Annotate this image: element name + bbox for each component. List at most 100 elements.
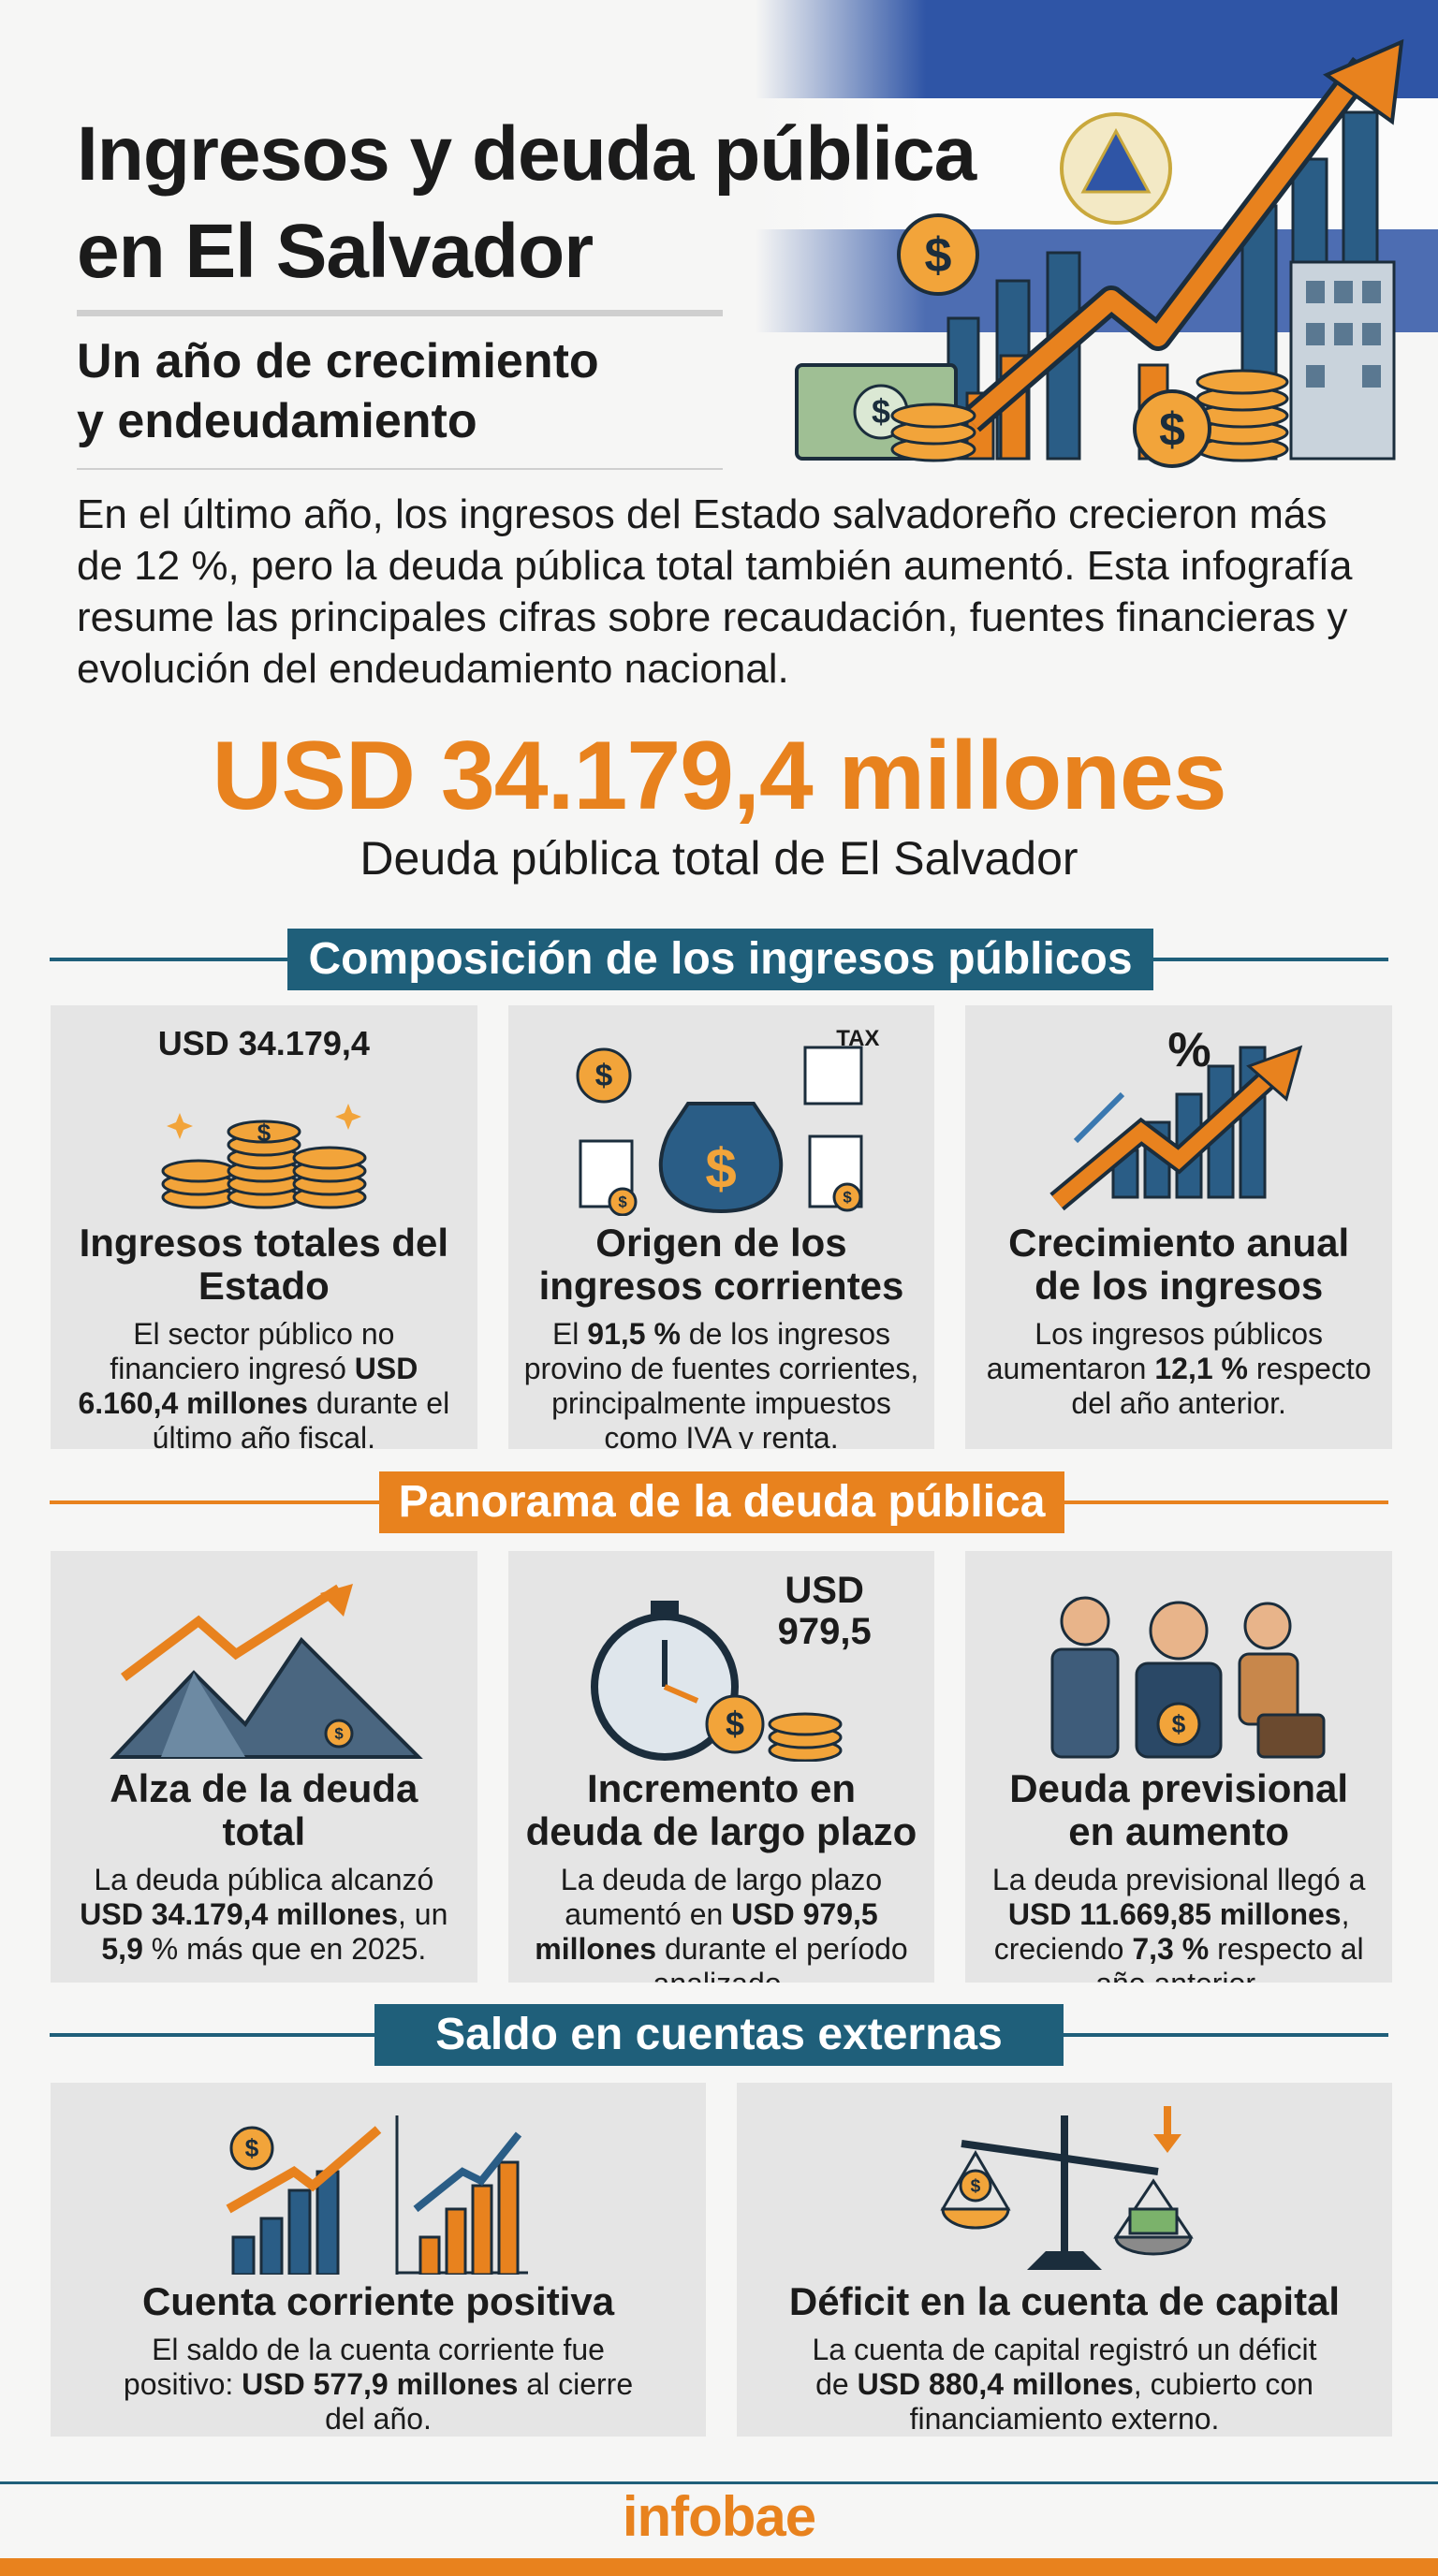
card: $ USD 979,5 Incremento en deuda de largo p…: [507, 1551, 935, 1983]
text: respecto al año anterior.: [1095, 1932, 1364, 1983]
text: , un: [398, 1897, 448, 1931]
svg-text:$: $: [619, 1193, 628, 1211]
card-title: Alza de la deuda total: [110, 1766, 418, 1853]
icon: $ $ $ $: [576, 1046, 863, 1216]
icon: $: [1050, 1596, 1326, 1759]
card-body: El saldo de la cuenta corriente fue posi…: [107, 2333, 650, 2437]
card-title: Cuenta corriente positiva: [141, 2279, 615, 2323]
text: El saldo de la cuenta corriente fue posi…: [123, 2333, 605, 2401]
icon: $: [940, 2106, 1194, 2270]
footer-bar: [0, 2558, 1438, 2576]
card-icon: $: [752, 2083, 1377, 2275]
icon: $: [591, 1601, 843, 1762]
card: % Crecimiento anual de los ingresos Los in…: [965, 1005, 1392, 1449]
text: durante el último año fiscal.: [152, 1386, 450, 1449]
title: Ingresos y deuda pública: [77, 111, 976, 197]
svg-text:$: $: [872, 392, 890, 431]
text: al cierre del año.: [325, 2367, 634, 2436]
card-icon: $: [66, 1551, 462, 1762]
svg-text:$: $: [971, 2176, 981, 2196]
text: La deuda de largo plazo aumentó en: [560, 1863, 883, 1931]
card-body: La deuda de largo plazo aumentó en USD 9…: [523, 1863, 920, 1983]
text: % más que en 2025.: [142, 1932, 427, 1966]
card: $ USD 34.179,4 Ingresos totales del Estado…: [51, 1005, 477, 1449]
card-title: Incremento en deuda de largo plazo: [525, 1766, 917, 1853]
card-body: La deuda previsional llegó a USD 11.669,…: [980, 1863, 1377, 1983]
card: $ $ $ $ TAX Origen de los ingresos corrientes…: [507, 1005, 935, 1449]
text: , creciendo: [993, 1897, 1350, 1966]
card: $ Alza de la deuda total La deuda pública …: [51, 1551, 477, 1983]
svg-text:$: $: [595, 1059, 613, 1093]
card-title: Crecimiento anual de los ingresos: [1008, 1221, 1350, 1308]
emphasis: USD 34.179,4 millones: [80, 1897, 398, 1931]
emphasis: 91,5 %: [587, 1317, 681, 1351]
text: El: [551, 1317, 588, 1351]
card-body: La cuenta de capital registró un déficit…: [793, 2333, 1336, 2437]
svg-text:$: $: [925, 228, 952, 283]
text: durante el período analizado.: [653, 1932, 908, 1983]
emphasis: 5,9: [101, 1932, 143, 1966]
emphasis: USD 979,5 millones: [535, 1897, 878, 1966]
card-title: Ingresos totales del Estado: [79, 1221, 449, 1308]
card-body: Los ingresos públicos aumentaron 12,1 % …: [980, 1317, 1377, 1421]
text: , cubierto con financiamiento externo.: [909, 2367, 1313, 2436]
section-title: Composición de los ingresos públicos: [287, 929, 1153, 990]
card-body: El 91,5 % de los ingresos provino de fue…: [523, 1317, 920, 1449]
card-icon: %: [980, 1005, 1377, 1216]
brand: infobae: [622, 2485, 816, 2548]
text: Los ingresos públicos aumentaron: [986, 1317, 1324, 1385]
emphasis: USD 6.160,4 millones: [78, 1352, 418, 1420]
icon: $: [161, 1104, 367, 1209]
svg-text:$: $: [245, 2134, 259, 2162]
card-body: El sector público no financiero ingresó …: [66, 1317, 462, 1449]
emphasis: 7,3 %: [1132, 1932, 1210, 1966]
section-title: Saldo en cuentas externas: [374, 2004, 1064, 2066]
icon: [1049, 1045, 1303, 1211]
icon: $: [226, 2115, 528, 2275]
card: $ Cuenta corriente positiva El saldo de la…: [51, 2083, 706, 2437]
card-icon: $: [980, 1551, 1377, 1762]
footer-rule: [0, 2481, 1438, 2484]
text: La deuda previsional llegó a: [991, 1863, 1366, 1896]
card: $ Déficit en la cuenta de capital La cuent…: [737, 2083, 1392, 2437]
text: respecto del año anterior.: [1071, 1352, 1372, 1420]
icon-label: %: [1167, 1023, 1211, 1077]
svg-text:$: $: [706, 1137, 737, 1200]
card-title: Deuda previsional en aumento: [1009, 1766, 1349, 1853]
intro-text: En el último año, los ingresos del Estad…: [77, 491, 1353, 692]
title: en El Salvador: [77, 209, 594, 294]
icon: $: [110, 1584, 423, 1759]
text: La cuenta de capital registró un déficit…: [812, 2333, 1317, 2401]
svg-text:$: $: [726, 1705, 744, 1743]
card-title: Déficit en la cuenta de capital: [788, 2279, 1341, 2323]
svg-text:$: $: [334, 1725, 344, 1743]
text: de los ingresos provino de fuentes corri…: [523, 1317, 919, 1449]
card: $ Deuda previsional en aumento La deuda pr…: [965, 1551, 1392, 1983]
emphasis: USD 880,4 millones: [857, 2367, 1134, 2401]
divider: [77, 468, 723, 470]
emphasis: USD 11.669,85 millones: [1007, 1897, 1342, 1931]
svg-text:$: $: [257, 1119, 271, 1147]
svg-text:$: $: [1172, 1710, 1186, 1738]
subtitle: y endeudamiento: [77, 394, 477, 448]
icon-label: USD 979,5: [777, 1570, 872, 1652]
highlight-value: USD 34.179,4 millones: [212, 722, 1226, 830]
icon-label: TAX: [836, 1026, 880, 1051]
card-title: Origen de los ingresos corrientes: [538, 1221, 904, 1308]
card-icon: $ USD 979,5: [523, 1551, 920, 1762]
divider: [77, 310, 723, 316]
svg-text:$: $: [844, 1189, 853, 1207]
emphasis: 12,1 %: [1154, 1352, 1248, 1385]
svg-text:$: $: [1159, 403, 1185, 456]
subtitle: Un año de crecimiento: [77, 334, 599, 388]
section-title: Panorama de la deuda pública: [379, 1471, 1064, 1533]
card-icon: $: [66, 2083, 691, 2275]
card-body: La deuda pública alcanzó USD 34.179,4 mi…: [66, 1863, 462, 1967]
emphasis: USD 577,9 millones: [242, 2367, 519, 2401]
hero-illustration: $ $ $: [756, 0, 1438, 477]
card-icon: $ $ $ $ TAX: [523, 1005, 920, 1216]
text: La deuda pública alcanzó: [94, 1863, 434, 1896]
icon-label: USD 34.179,4: [157, 1024, 370, 1062]
card-icon: $ USD 34.179,4: [66, 1005, 462, 1216]
